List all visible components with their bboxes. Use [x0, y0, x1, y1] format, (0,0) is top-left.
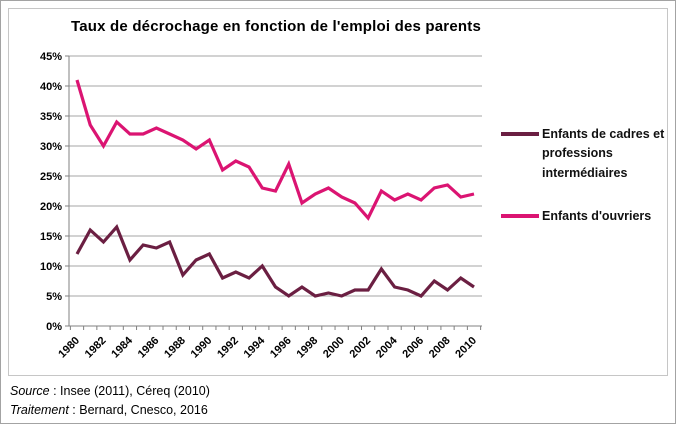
footer: Source : Insee (2011), Céreq (2010) Trai… — [10, 382, 660, 421]
source-line: Source : Insee (2011), Céreq (2010) — [10, 382, 660, 401]
svg-text:0%: 0% — [46, 321, 62, 333]
svg-text:1984: 1984 — [109, 334, 135, 360]
svg-text:40%: 40% — [40, 81, 62, 93]
svg-text:10%: 10% — [40, 261, 62, 273]
source-text: : Insee (2011), Céreq (2010) — [49, 384, 210, 398]
svg-text:1996: 1996 — [268, 335, 294, 361]
svg-text:30%: 30% — [40, 141, 62, 153]
svg-text:20%: 20% — [40, 201, 62, 213]
treatment-line: Traitement : Bernard, Cnesco, 2016 — [10, 401, 660, 420]
axes — [65, 55, 482, 330]
treatment-text: : Bernard, Cnesco, 2016 — [68, 403, 208, 418]
series-line-0 — [75, 223, 475, 298]
y-axis-labels: 0% 5% 10% 15% 20% 25% 30% 35% 40% 45% — [40, 51, 62, 333]
treatment-label: Traitement — [10, 403, 69, 418]
svg-text:1982: 1982 — [83, 335, 109, 361]
svg-text:1992: 1992 — [215, 335, 241, 361]
line-chart: 0% 5% 10% 15% 20% 25% 30% 35% 40% 45% 1980 1982 1984… — [40, 51, 482, 360]
svg-text:2008: 2008 — [427, 335, 453, 361]
legend: Enfants de cadres et professions intermé… — [501, 125, 665, 251]
svg-text:1980: 1980 — [56, 335, 82, 361]
gridlines — [69, 55, 482, 297]
svg-text:5%: 5% — [46, 291, 62, 303]
legend-label-ouvriers: Enfants d'ouvriers — [542, 209, 652, 224]
legend-label-cadres: Enfants de cadres et professions intermé… — [542, 127, 665, 180]
x-axis-labels: 1980 1982 1984 1986 1988 1990 1992 1994 1996 1998… — [56, 334, 479, 360]
svg-text:1990: 1990 — [189, 335, 215, 361]
svg-text:1994: 1994 — [242, 334, 268, 360]
svg-text:35%: 35% — [40, 111, 62, 123]
ouvriers-line-swatch — [501, 214, 539, 219]
series-lines — [75, 79, 475, 298]
svg-text:2002: 2002 — [347, 335, 373, 361]
svg-text:2010: 2010 — [453, 335, 479, 361]
svg-text:2004: 2004 — [374, 334, 400, 360]
series-line-1 — [75, 79, 475, 221]
svg-text:1986: 1986 — [136, 335, 162, 361]
chart-title: Taux de décrochage en fonction de l'empl… — [70, 18, 481, 35]
svg-text:25%: 25% — [40, 171, 62, 183]
svg-text:15%: 15% — [40, 231, 62, 243]
chart-container: 0% 5% 10% 15% 20% 25% 30% 35% 40% 45% 1980 1982 1984… — [8, 8, 668, 376]
source-label: Source — [10, 384, 50, 398]
svg-text:1998: 1998 — [295, 335, 321, 361]
svg-text:45%: 45% — [40, 51, 62, 63]
svg-text:2006: 2006 — [400, 335, 426, 361]
cadres-line-swatch — [501, 132, 539, 136]
legend-item-ouvriers: Enfants d'ouvriers — [501, 207, 665, 226]
svg-text:1988: 1988 — [162, 335, 188, 361]
svg-text:2000: 2000 — [321, 335, 347, 361]
legend-item-cadres: Enfants de cadres et professions intermé… — [501, 125, 665, 183]
